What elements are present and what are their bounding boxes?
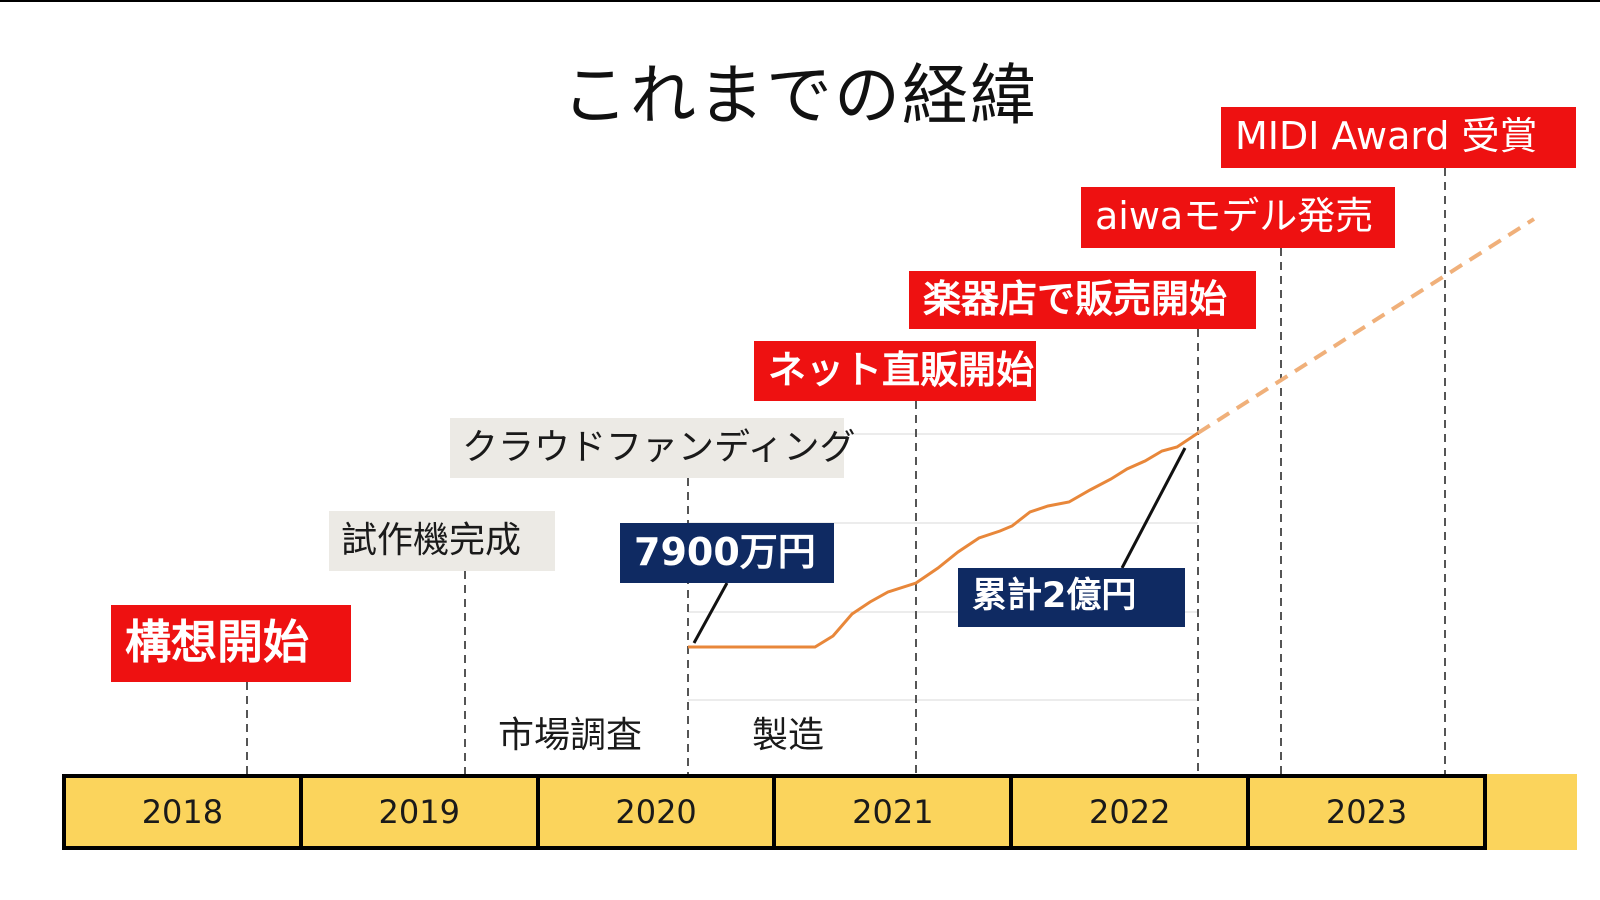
milestone-midi-award-label: MIDI Award 受賞 [1221,107,1576,168]
milestone-aiwa-model-label: aiwaモデル発売 [1081,187,1395,248]
phase-manufacturing-label: 製造 [752,715,825,756]
milestone-online-sales-label: ネット直販開始 [754,341,1036,401]
timeline-year-2021: 2021 [776,778,1014,846]
timeline-year-2020: 2020 [539,778,777,846]
milestone-store-sales-label: 楽器店で販売開始 [909,271,1256,329]
pointer-total [1120,447,1187,569]
milestone-crowdfunding-label: クラウドファンディング [450,418,855,478]
callout-cumulative-total: 累計2億円 [958,568,1185,627]
milestone-prototype-label: 試作機完成 [329,511,555,571]
timeline-year-2019: 2019 [302,778,540,846]
timeline-year-2023: 2023 [1250,778,1487,846]
timeline-year-2022: 2022 [1013,778,1251,846]
top-border-line [0,0,1600,2]
callout-crowdfunding-amount: 7900万円 [620,523,834,583]
timeline-year-2018: 2018 [66,778,303,846]
sales-curve [688,431,1199,649]
phase-market-research-label: 市場調査 [498,715,643,756]
projection-line [1196,217,1536,435]
milestone-concept-label: 構想開始 [111,605,351,682]
year-timeline: 2018 2019 2020 2021 2022 2023 [62,774,1487,850]
timeline-continuation [1487,774,1577,850]
pointer-7900 [692,582,729,644]
page-title: これまでの経緯 [562,57,1038,134]
